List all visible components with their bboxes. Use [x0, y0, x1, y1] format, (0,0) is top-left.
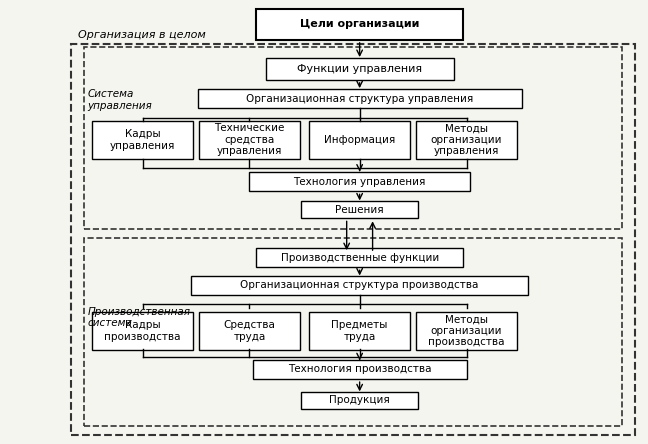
FancyBboxPatch shape [198, 89, 522, 108]
Text: Продукция: Продукция [329, 396, 390, 405]
Text: Кадры
производства: Кадры производства [104, 320, 181, 341]
Text: Методы
организации
управления: Методы организации управления [431, 123, 502, 156]
Text: Функции управления: Функции управления [297, 64, 422, 74]
FancyBboxPatch shape [310, 121, 410, 159]
Text: Кадры
управления: Кадры управления [110, 129, 175, 151]
FancyBboxPatch shape [92, 121, 193, 159]
Text: Производственные функции: Производственные функции [281, 253, 439, 262]
FancyBboxPatch shape [301, 201, 418, 218]
FancyBboxPatch shape [256, 9, 463, 40]
Text: Технология производства: Технология производства [288, 365, 432, 374]
FancyBboxPatch shape [301, 392, 418, 409]
FancyBboxPatch shape [253, 360, 467, 379]
Text: Информация: Информация [324, 135, 395, 145]
Text: Методы
организации
производства: Методы организации производства [428, 314, 505, 347]
FancyBboxPatch shape [191, 276, 528, 295]
Text: Средства
труда: Средства труда [224, 320, 275, 341]
Text: Система
управления: Система управления [87, 89, 152, 111]
FancyBboxPatch shape [249, 172, 470, 191]
FancyBboxPatch shape [200, 312, 299, 350]
FancyBboxPatch shape [256, 248, 463, 267]
Text: Цели организации: Цели организации [300, 20, 419, 29]
FancyBboxPatch shape [266, 58, 454, 80]
Text: Технические
средства
управления: Технические средства управления [214, 123, 284, 156]
Text: Технология управления: Технология управления [294, 177, 426, 186]
FancyBboxPatch shape [416, 312, 516, 350]
Text: Производственная
система: Производственная система [87, 307, 191, 328]
FancyBboxPatch shape [92, 312, 193, 350]
FancyBboxPatch shape [416, 121, 516, 159]
Text: Организационная структура управления: Организационная структура управления [246, 94, 473, 103]
FancyBboxPatch shape [200, 121, 299, 159]
Text: Организационная структура производства: Организационная структура производства [240, 281, 479, 290]
Text: Решения: Решения [335, 205, 384, 214]
Text: Организация в целом: Организация в целом [78, 30, 205, 40]
FancyBboxPatch shape [310, 312, 410, 350]
Text: Предметы
труда: Предметы труда [332, 320, 388, 341]
